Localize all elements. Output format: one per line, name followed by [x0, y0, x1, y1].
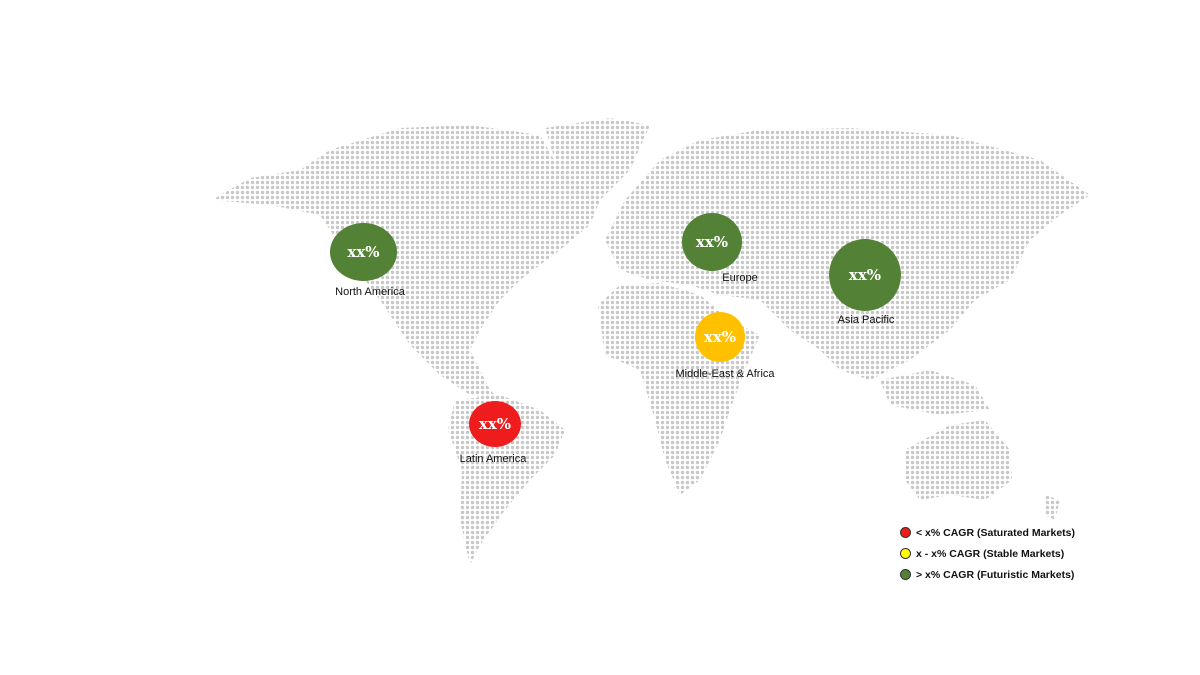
region-value: xx% [848, 266, 882, 284]
legend-label: < x% CAGR (Saturated Markets) [916, 526, 1076, 539]
region-bubble-middle-east-africa[interactable]: xx% [695, 312, 745, 362]
legend-item-stable: x - x% CAGR (Stable Markets) [900, 543, 1075, 564]
legend-label: x - x% CAGR (Stable Markets) [916, 547, 1065, 560]
legend-label: > x% CAGR (Futuristic Markets) [916, 568, 1075, 581]
region-value: xx% [703, 328, 737, 346]
legend-swatch-red [900, 527, 911, 538]
legend-swatch-yellow [900, 548, 911, 559]
region-value: xx% [695, 233, 729, 251]
region-label: Europe [722, 272, 758, 284]
region-label: North America [335, 286, 405, 298]
region-bubble-europe[interactable]: xx% [682, 213, 742, 271]
region-value: xx% [478, 415, 512, 433]
region-label: Asia Pacific [837, 314, 895, 326]
southeast-asia-islands-land [880, 370, 990, 415]
legend: < x% CAGR (Saturated Markets) x - x% CAG… [900, 522, 1075, 585]
region-bubble-latin-america[interactable]: xx% [469, 401, 521, 447]
region-bubble-north-america[interactable]: xx% [330, 223, 397, 281]
greenland-land [545, 118, 650, 200]
legend-item-saturated: < x% CAGR (Saturated Markets) [900, 522, 1075, 543]
legend-swatch-green [900, 569, 911, 580]
region-bubble-asia-pacific[interactable]: xx% [829, 239, 901, 311]
region-value: xx% [347, 243, 380, 261]
region-label: Latin America [459, 453, 527, 465]
africa-land [598, 283, 760, 495]
region-label: Middle-East & Africa [675, 368, 775, 380]
australia-land [905, 420, 1012, 500]
legend-item-futuristic: > x% CAGR (Futuristic Markets) [900, 564, 1075, 585]
new-zealand-land [1045, 495, 1060, 520]
north-america-land [212, 125, 600, 400]
